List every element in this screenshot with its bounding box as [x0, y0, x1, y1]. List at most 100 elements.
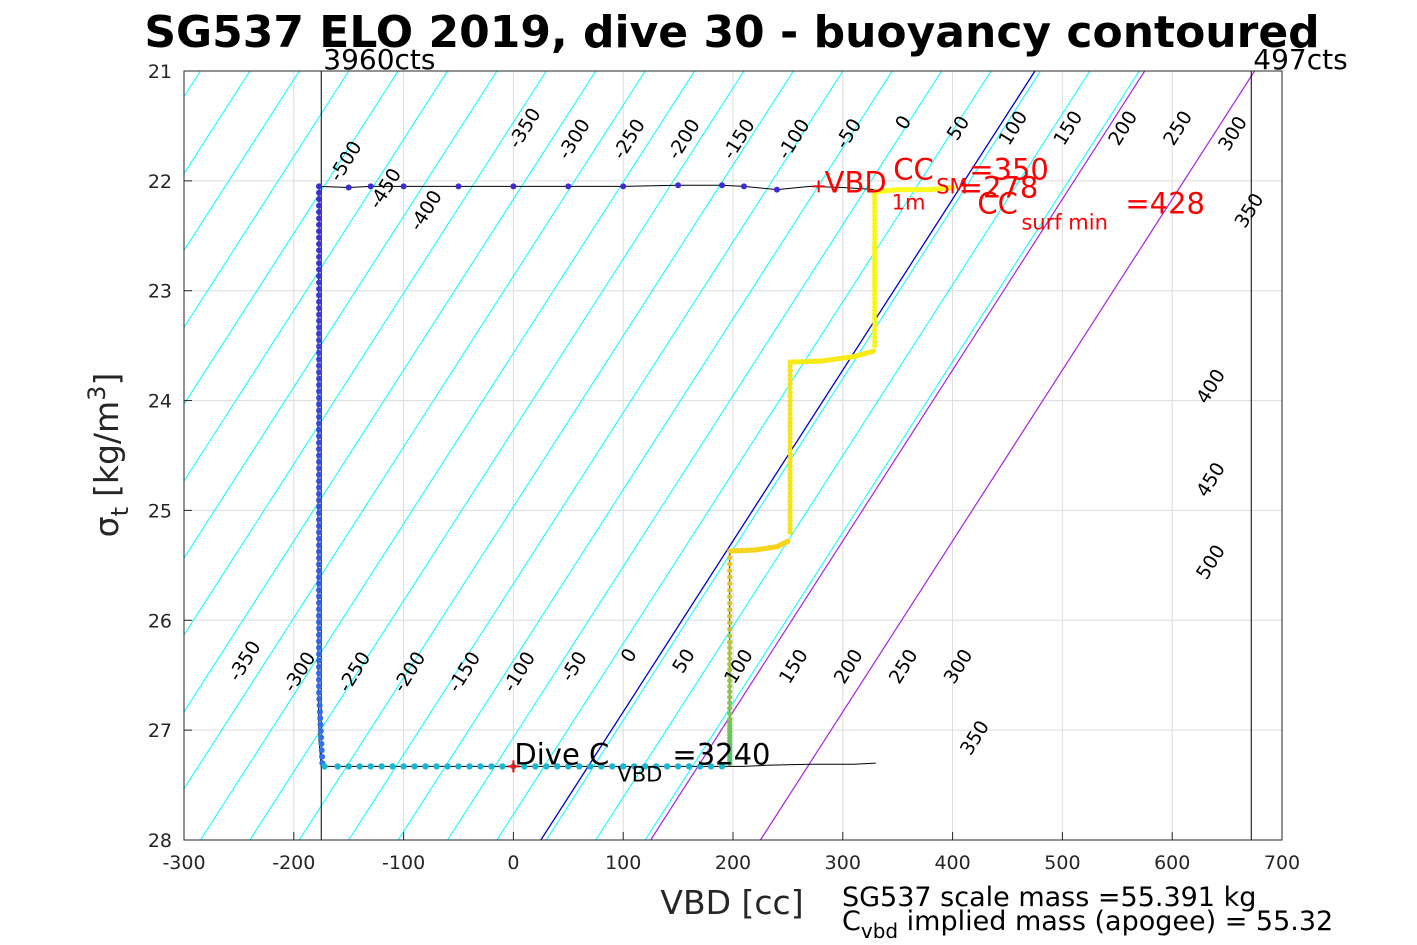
x-tick-label: 300	[825, 852, 861, 874]
ascent-point	[787, 467, 793, 473]
bottom-point	[554, 763, 561, 770]
vbd-1m-label: VBD	[825, 165, 887, 199]
ascent-point	[787, 398, 793, 404]
ascent-point	[787, 431, 793, 437]
bottom-point	[444, 763, 451, 770]
descent-point	[316, 670, 323, 677]
dive-cvbd-sub: VBD	[617, 762, 662, 786]
ascent-point	[727, 607, 733, 613]
footer-scale-mass: SG537 scale mass =55.391 kg	[842, 882, 1256, 913]
ascent-point	[787, 443, 793, 449]
x-tick-label: 700	[1264, 852, 1300, 874]
bottom-point	[565, 763, 572, 770]
descent-point	[316, 535, 323, 542]
ascent-point	[727, 667, 733, 673]
ascent-point	[872, 303, 878, 310]
contour-line	[447, 71, 943, 840]
upper-point	[620, 183, 627, 190]
descent-point	[316, 708, 323, 715]
descent-point	[316, 497, 323, 504]
bottom-point	[521, 763, 528, 770]
y-axis-label: σt [kg/m3]	[83, 373, 134, 538]
x-tick-label: -300	[162, 852, 205, 874]
descent-point	[316, 689, 323, 696]
ascent-point	[787, 419, 793, 426]
contour-line	[184, 71, 399, 406]
bottom-point	[356, 763, 363, 770]
descent-point	[316, 439, 323, 446]
ascent-point	[727, 574, 733, 580]
ascent-point	[787, 474, 793, 481]
descent-point	[316, 587, 323, 594]
bottom-point	[499, 763, 506, 770]
descent-point	[316, 202, 323, 209]
ascent-point	[787, 525, 793, 532]
descent-point	[316, 663, 323, 670]
bottom-point	[652, 763, 660, 770]
bottom-point	[334, 763, 341, 770]
descent-point	[316, 407, 323, 414]
descent-point	[316, 529, 323, 536]
descent-point	[316, 619, 323, 626]
contour-line	[184, 71, 498, 559]
bottom-point	[630, 763, 638, 770]
contour-line	[298, 71, 794, 840]
descent-point	[316, 644, 323, 651]
ascent-point	[787, 363, 793, 370]
x-tick-label: 500	[1044, 852, 1080, 874]
ascent-point	[872, 311, 878, 317]
y-label-units: [kg/m	[87, 401, 126, 497]
descent-point	[317, 728, 324, 735]
ascent-point	[872, 331, 878, 337]
ascent-point	[727, 587, 733, 593]
ascent-point	[872, 315, 878, 321]
upper-point	[510, 183, 517, 190]
bottom-point	[477, 763, 484, 770]
descent-point	[316, 305, 323, 312]
descent-point	[316, 285, 323, 292]
descent-point	[316, 561, 323, 568]
descent-point	[316, 337, 323, 344]
descent-point	[316, 228, 323, 235]
descent-point	[316, 631, 323, 638]
upper-point	[455, 183, 462, 190]
ascent-point	[727, 700, 733, 706]
ascent-point	[727, 656, 733, 662]
ascent-point	[872, 220, 878, 226]
ascent-point	[787, 402, 793, 408]
ascent-point	[727, 645, 733, 651]
y-tick-label: 26	[148, 610, 172, 632]
x-tick-label: 0	[507, 852, 519, 874]
descent-point	[316, 234, 323, 241]
descent-point	[316, 241, 323, 248]
contour-line	[0, 71, 52, 840]
descent-point	[316, 446, 323, 453]
ascent-point	[727, 620, 733, 626]
descent-point	[316, 362, 323, 369]
bottom-point	[576, 763, 583, 770]
contour-line	[0, 71, 3, 840]
descent-point	[316, 542, 323, 549]
ascent-point	[872, 232, 878, 238]
bottom-point	[411, 763, 418, 770]
bottom-point	[345, 763, 352, 770]
buoyancy-contours	[0, 71, 1256, 840]
descent-point	[316, 375, 323, 382]
ascent-point	[727, 568, 733, 574]
ascent-point	[727, 694, 733, 700]
descent-point	[316, 401, 323, 408]
cc-sm-sub: SM	[936, 174, 967, 198]
descent-point	[316, 369, 323, 376]
bottom-point	[587, 763, 594, 770]
bottom-point	[400, 763, 407, 770]
ascent-point	[787, 427, 793, 433]
bottom-point	[696, 763, 704, 770]
descent-point	[316, 471, 323, 478]
ascent-point	[727, 672, 733, 678]
ascent-point	[787, 368, 793, 374]
ascent-point	[787, 498, 793, 504]
ascent-point	[787, 381, 793, 387]
bottom-point	[598, 763, 605, 770]
ascent-point	[787, 510, 793, 516]
descent-point	[316, 266, 323, 273]
